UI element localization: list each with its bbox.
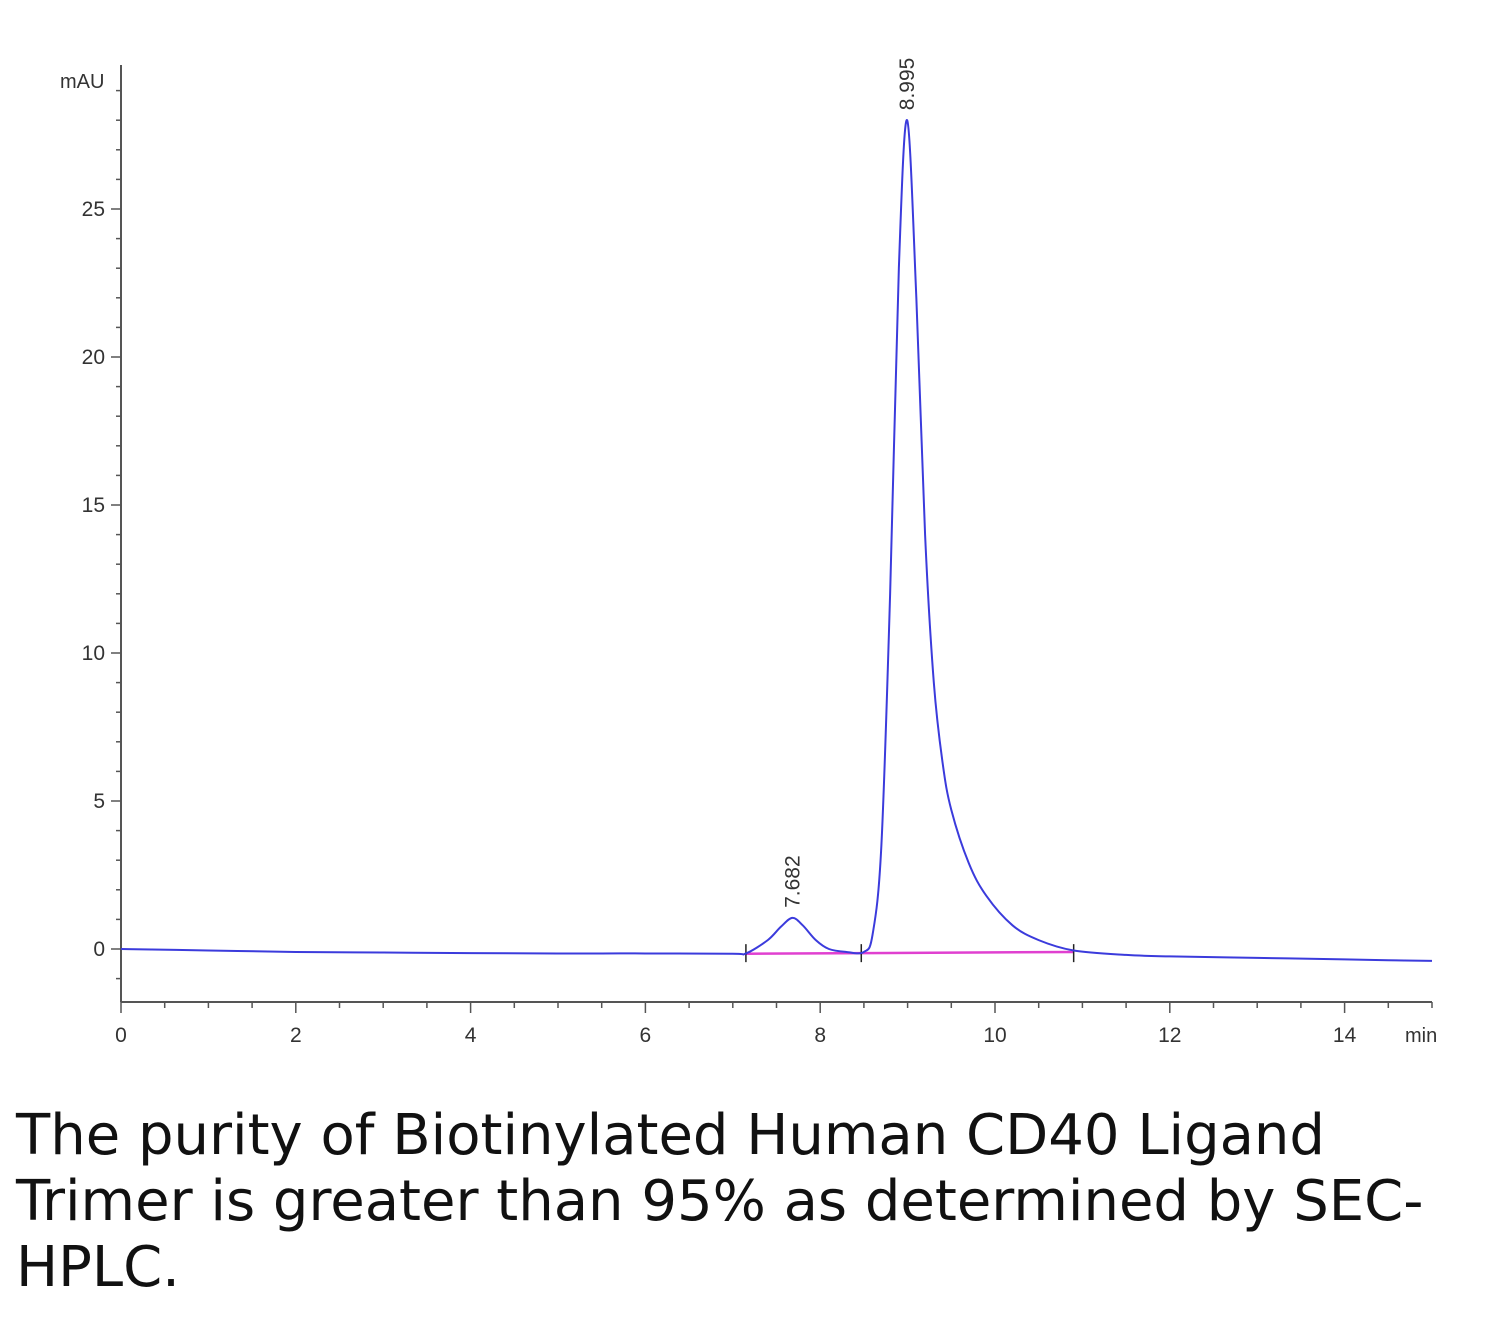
chromatogram-chart: 0 5 10 15 20 25 0 2 4 6 8 10 12 14 7.682 8.995 mAU min: [60, 58, 1437, 1047]
x-tick-label: 12: [1158, 1024, 1181, 1047]
integration-baseline: [745, 950, 1074, 955]
x-tick-label: 6: [640, 1024, 652, 1047]
x-tick-label: 8: [814, 1024, 826, 1047]
peak-retention-label: 7.682: [781, 855, 804, 908]
y-tick-label: 20: [82, 346, 105, 369]
plot-area: 7.682 8.995: [120, 58, 1433, 963]
figure-caption: The purity of Biotinylated Human CD40 Li…: [16, 1103, 1424, 1300]
x-tick-label: 0: [115, 1024, 127, 1047]
y-tick-label: 25: [82, 198, 105, 221]
peak-retention-label: 8.995: [896, 58, 919, 111]
y-tick-label: 15: [82, 494, 105, 517]
x-tick-label: 4: [465, 1024, 477, 1047]
y-tick-label: 10: [82, 642, 105, 665]
y-tick-label: 0: [93, 938, 105, 961]
x-tick-label: 10: [983, 1024, 1006, 1047]
y-tick-label: 5: [93, 790, 105, 813]
x-tick-label: 2: [290, 1024, 302, 1047]
y-unit-label: mAU: [60, 71, 104, 93]
x-unit-label: min: [1405, 1025, 1437, 1047]
chromatogram-trace: [120, 119, 1433, 962]
x-tick-label: 14: [1333, 1024, 1357, 1047]
axes: 0 5 10 15 20 25 0 2 4 6 8 10 12 14: [82, 65, 1433, 1047]
